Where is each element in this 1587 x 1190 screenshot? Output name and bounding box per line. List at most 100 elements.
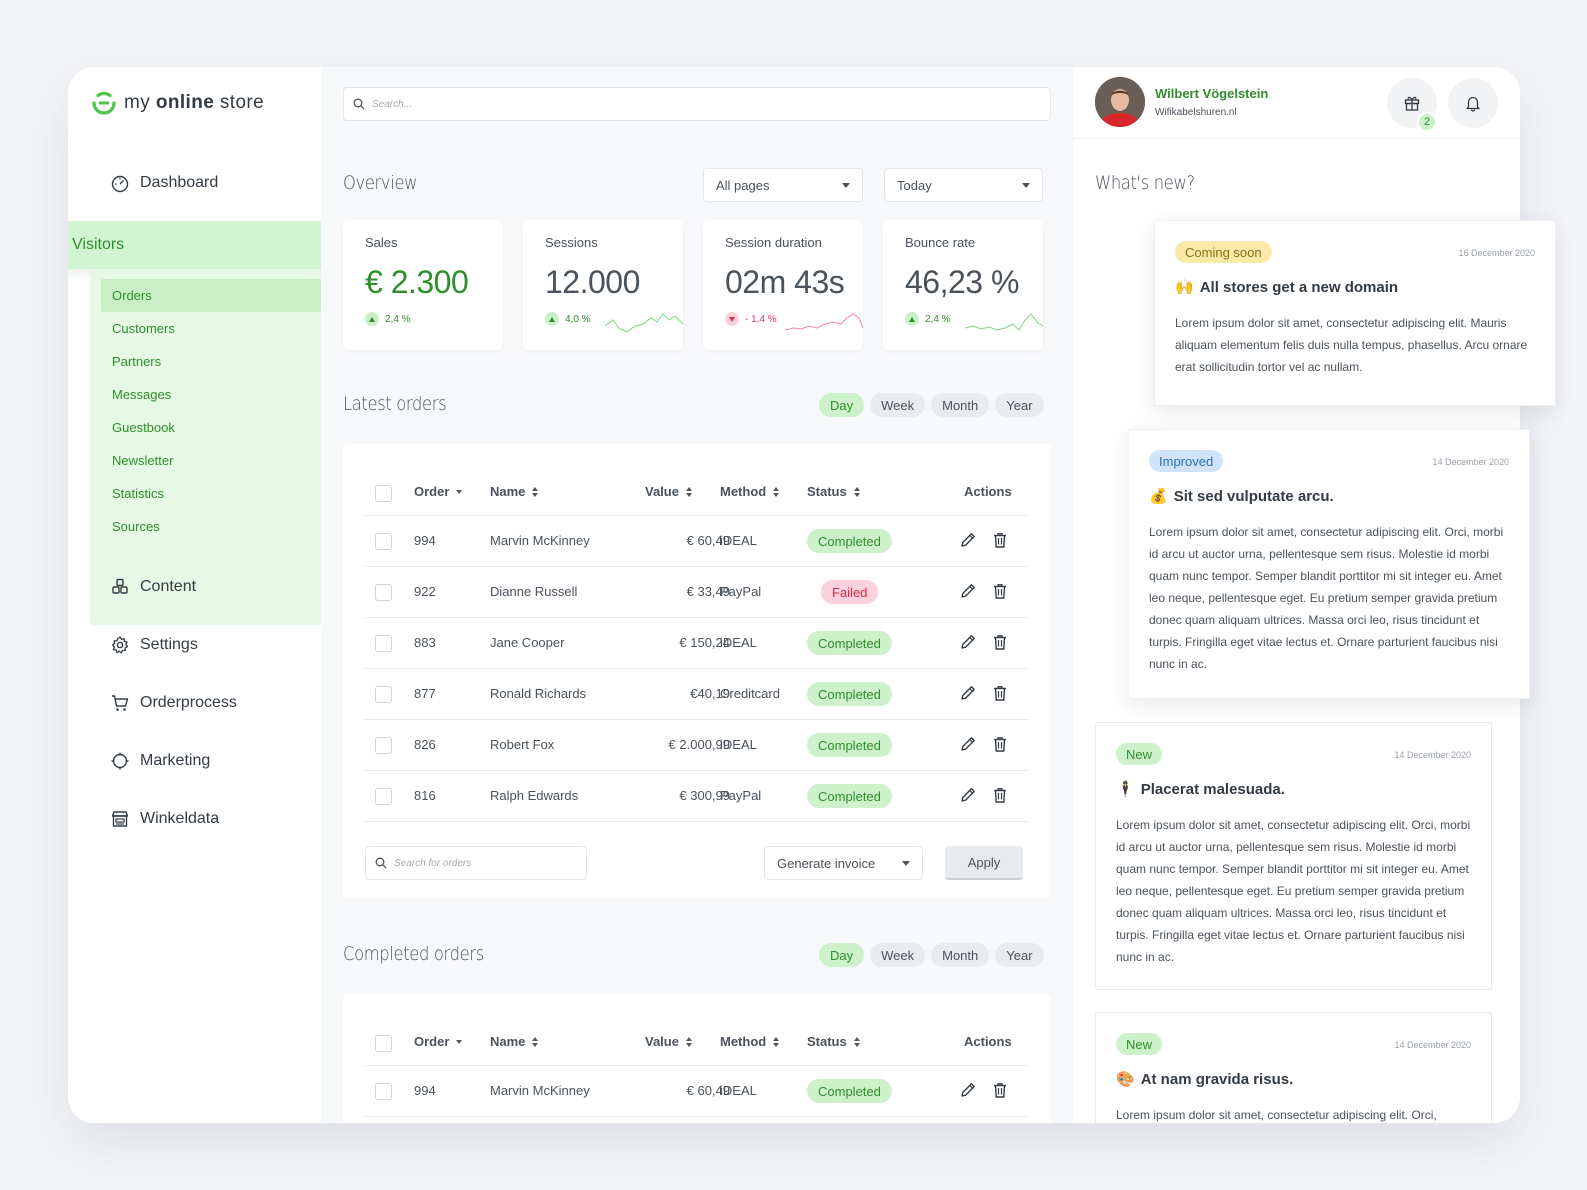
period-tab-day[interactable]: Day <box>819 393 865 417</box>
user-site: Wifikabelshuren.nl <box>1155 107 1237 118</box>
search-input[interactable]: Search... <box>343 87 1051 121</box>
cell-name: Ralph Edwards <box>490 788 579 803</box>
column-method[interactable]: Method <box>720 484 780 499</box>
period-tab-month[interactable]: Month <box>931 943 990 967</box>
nav-settings[interactable]: Settings <box>110 635 198 655</box>
nav-marketing[interactable]: Marketing <box>110 751 210 771</box>
news-card[interactable]: New 14 December 2020 🕴 Placerat malesuada… <box>1095 722 1492 990</box>
stat-change-value: 2,4 % <box>385 313 411 325</box>
sort-icon <box>685 486 693 497</box>
edit-icon[interactable] <box>959 582 977 600</box>
period-tab-week[interactable]: Week <box>870 393 926 417</box>
apply-button[interactable]: Apply <box>945 846 1023 880</box>
cell-value: € 300,99 <box>679 788 730 803</box>
nav-label: Visitors <box>72 236 125 253</box>
submenu-newsletter[interactable]: Newsletter <box>112 453 174 468</box>
submenu-customers[interactable]: Customers <box>112 321 175 336</box>
completed-orders-title: Completed orders <box>343 943 484 965</box>
nav-dashboard[interactable]: Dashboard <box>110 173 218 193</box>
date-filter-select[interactable]: Today <box>884 168 1043 202</box>
submenu-messages[interactable]: Messages <box>112 387 172 402</box>
select-all-checkbox[interactable] <box>375 1035 392 1052</box>
column-value[interactable]: Value <box>645 1034 693 1049</box>
stat-label: Session duration <box>725 235 822 250</box>
period-tab-month[interactable]: Month <box>931 393 990 417</box>
column-status[interactable]: Status <box>807 1034 861 1049</box>
sort-icon <box>685 1036 693 1047</box>
nav-content[interactable]: Content <box>110 577 196 597</box>
edit-icon[interactable] <box>959 786 977 804</box>
nav-winkeldata[interactable]: Winkeldata <box>110 809 219 829</box>
edit-icon[interactable] <box>959 1081 977 1099</box>
notifications-button[interactable] <box>1448 78 1498 128</box>
period-tab-week[interactable]: Week <box>870 943 926 967</box>
row-checkbox[interactable] <box>375 1083 392 1100</box>
news-title: 💰 Sit sed vulputate arcu. <box>1149 487 1334 506</box>
gift-icon <box>1404 96 1420 111</box>
trash-icon[interactable] <box>991 735 1009 753</box>
table-row: 994 Marvin McKinney € 60,49 iDEAL Comple… <box>365 1066 1029 1117</box>
column-name[interactable]: Name <box>490 484 539 499</box>
news-card-floating[interactable]: Coming soon 16 December 2020 🙌 All stores… <box>1154 220 1556 406</box>
column-name[interactable]: Name <box>490 1034 539 1049</box>
chevron-down-icon <box>842 183 850 188</box>
trash-icon[interactable] <box>991 633 1009 651</box>
column-status[interactable]: Status <box>807 484 861 499</box>
arrow-up-icon <box>365 312 379 326</box>
visitors-submenu: Orders Customers Partners Messages Guest… <box>90 269 321 625</box>
row-checkbox[interactable] <box>375 635 392 652</box>
pages-filter-select[interactable]: All pages <box>703 168 863 202</box>
trash-icon[interactable] <box>991 582 1009 600</box>
stat-value: 02m 43s <box>725 264 845 300</box>
table-header: Order Name Value Method Status Actions <box>365 1024 1029 1066</box>
latest-orders-table: Order Name Value Method Status Actions 9… <box>343 444 1051 899</box>
edit-icon[interactable] <box>959 684 977 702</box>
news-card[interactable]: New 14 December 2020 🎨 At nam gravida ris… <box>1095 1012 1492 1123</box>
submenu-guestbook[interactable]: Guestbook <box>112 420 175 435</box>
edit-icon[interactable] <box>959 633 977 651</box>
trash-icon[interactable] <box>991 786 1009 804</box>
table-row: 826 Robert Fox € 2.000,99 iDEAL Complete… <box>365 720 1029 771</box>
brand-logo[interactable]: my online store <box>90 89 264 117</box>
order-search-input[interactable]: Search for orders <box>365 846 587 880</box>
stat-change: 2,4 % <box>905 312 951 326</box>
column-label: Name <box>490 1034 526 1049</box>
sort-icon <box>773 486 780 497</box>
cell-order: 877 <box>414 686 436 701</box>
gear-icon <box>111 636 129 654</box>
submenu-orders[interactable]: Orders <box>112 288 152 303</box>
nav-orderprocess[interactable]: Orderprocess <box>110 693 237 713</box>
select-all-checkbox[interactable] <box>375 485 392 502</box>
cell-order: 922 <box>414 584 436 599</box>
gift-button[interactable]: 2 <box>1387 78 1437 132</box>
row-checkbox[interactable] <box>375 584 392 601</box>
row-checkbox[interactable] <box>375 737 392 754</box>
period-tab-year[interactable]: Year <box>995 943 1044 967</box>
period-tab-day[interactable]: Day <box>819 943 865 967</box>
bulk-action-select[interactable]: Generate invoice <box>764 846 923 880</box>
row-checkbox[interactable] <box>375 533 392 550</box>
edit-icon[interactable] <box>959 735 977 753</box>
submenu-statistics[interactable]: Statistics <box>112 486 165 501</box>
stat-change: 4,0 % <box>545 312 591 326</box>
column-method[interactable]: Method <box>720 1034 780 1049</box>
stat-change-value: - 1,4 % <box>745 313 777 325</box>
news-tag: Improved <box>1149 450 1224 472</box>
submenu-partners[interactable]: Partners <box>112 354 162 369</box>
news-card-floating[interactable]: Improved 14 December 2020 💰 Sit sed vulpu… <box>1128 429 1530 699</box>
trash-icon[interactable] <box>991 531 1009 549</box>
period-tab-year[interactable]: Year <box>995 393 1044 417</box>
nav-visitors[interactable]: Visitors <box>68 221 321 269</box>
trash-icon[interactable] <box>991 1081 1009 1099</box>
column-order[interactable]: Order <box>414 484 463 499</box>
header-divider <box>1073 138 1520 139</box>
row-checkbox[interactable] <box>375 788 392 805</box>
user-profile[interactable]: Wilbert Vögelstein Wifikabelshuren.nl <box>1095 77 1268 127</box>
status-badge: Completed <box>807 733 892 757</box>
edit-icon[interactable] <box>959 531 977 549</box>
column-value[interactable]: Value <box>645 484 693 499</box>
trash-icon[interactable] <box>991 684 1009 702</box>
column-order[interactable]: Order <box>414 1034 463 1049</box>
submenu-sources[interactable]: Sources <box>112 519 160 534</box>
row-checkbox[interactable] <box>375 686 392 703</box>
